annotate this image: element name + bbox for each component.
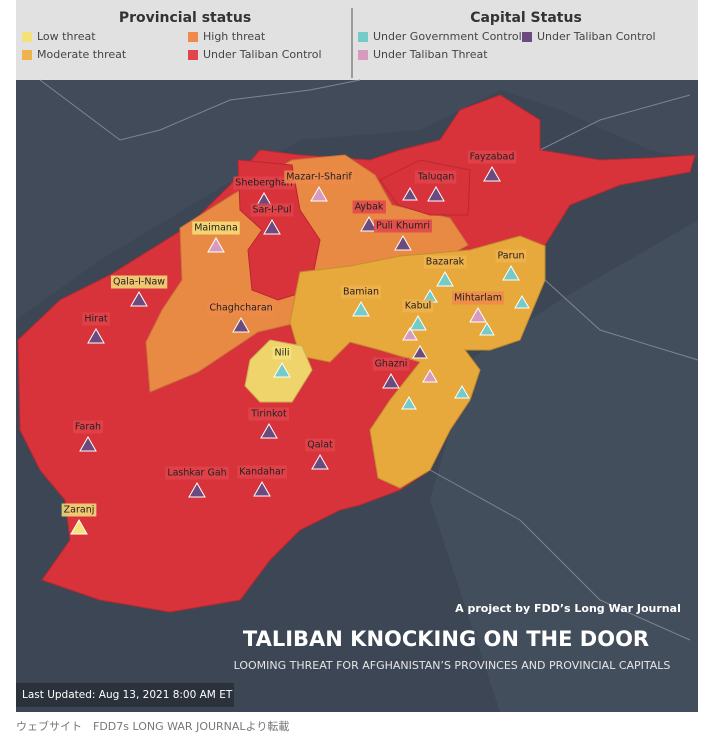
city-label: Tirinkot	[250, 409, 287, 420]
city-label-box	[467, 150, 517, 164]
city-label-box	[305, 438, 336, 452]
capital-marker	[310, 185, 328, 202]
capital-marker	[394, 234, 412, 251]
legend-label: Under Taliban Control	[203, 48, 322, 61]
city-label-box	[495, 249, 527, 263]
last-updated: Last Updated: Aug 13, 2021 8:00 AM ET	[22, 689, 233, 701]
capital-marker	[409, 314, 427, 331]
capital-marker	[382, 372, 400, 389]
map-subtitle: LOOMING THREAT FOR AFGHANISTAN’S PROVINC…	[234, 659, 671, 672]
capital-marker	[87, 327, 105, 344]
city-label-box	[72, 420, 104, 434]
city-label: Puli Khumri	[376, 221, 430, 232]
city-label: Sar-I-Pul	[252, 205, 291, 216]
capital-marker	[273, 361, 291, 378]
legend-label: Moderate threat	[37, 48, 127, 61]
city-label-box	[451, 291, 505, 305]
capital-marker	[360, 215, 378, 232]
legend-title: Provincial status	[119, 10, 251, 26]
legend-label: High threat	[203, 30, 266, 43]
legend-title: Capital Status	[470, 10, 582, 26]
city-label-box	[340, 285, 382, 299]
city-label: Nili	[274, 348, 289, 359]
legend-label: Low threat	[37, 30, 96, 43]
city-label: Taluqan	[417, 172, 455, 183]
legend-swatch	[22, 50, 32, 60]
legend-label: Under Government Control	[373, 30, 522, 43]
capital-marker	[260, 422, 278, 439]
city-label: Qalat	[307, 440, 333, 451]
capital-marker	[130, 290, 148, 307]
city-label-box	[423, 255, 467, 269]
city-label-box	[61, 503, 97, 517]
capital-marker	[483, 165, 501, 182]
capital-marker	[207, 236, 225, 253]
city-label-box	[233, 176, 295, 190]
legend-swatch	[358, 32, 368, 42]
legend-swatch	[22, 32, 32, 42]
city-label: Zaranj	[64, 505, 95, 516]
city-label-box	[250, 203, 294, 217]
credit: A project by FDD’s Long War Journal	[455, 602, 681, 615]
legend-swatch	[522, 32, 532, 42]
legend-label: Under Taliban Threat	[373, 48, 488, 61]
city-label-box	[192, 221, 240, 235]
city-label-box	[272, 346, 292, 360]
city-label: Farah	[75, 422, 101, 433]
capital-marker	[253, 480, 271, 497]
city-label: Bamian	[343, 287, 379, 298]
city-label: Mazar-I-Sharif	[286, 172, 352, 183]
capital-marker	[436, 270, 454, 287]
city-label: Chaghcharan	[209, 303, 272, 314]
city-label-box	[372, 357, 410, 371]
map-title: TALIBAN KNOCKING ON THE DOOR	[243, 627, 649, 651]
capital-marker	[502, 264, 520, 281]
city-label-box	[237, 465, 287, 479]
city-label: Fayzabad	[470, 152, 515, 163]
city-label: Aybak	[355, 202, 384, 213]
extra-capitals	[401, 187, 530, 410]
city-label: Ghazni	[375, 359, 408, 370]
city-label-box	[284, 170, 355, 184]
borders	[39, 79, 699, 641]
capital-marker	[188, 481, 206, 498]
city-label: Parun	[497, 251, 524, 262]
city-label: Sheberghan	[235, 178, 292, 189]
city-label: Hirat	[84, 314, 108, 325]
province-red-north	[237, 159, 321, 301]
capital-marker	[352, 300, 370, 317]
city-label: Kabul	[405, 301, 432, 312]
capital-marker	[232, 316, 250, 333]
capital-marker	[70, 518, 88, 535]
city-label: Bazarak	[426, 257, 465, 268]
legend-label: Under Taliban Control	[537, 30, 656, 43]
legend-swatch	[188, 50, 198, 60]
legend-swatch	[358, 50, 368, 60]
city-label-box	[402, 299, 434, 313]
updated-box	[16, 683, 234, 707]
capital-marker	[469, 306, 487, 323]
city-label: Mihtarlam	[454, 293, 502, 304]
city-label: Kandahar	[239, 467, 285, 478]
city-label-box	[414, 170, 457, 184]
legend-swatch	[188, 32, 198, 42]
city-label-box	[82, 312, 110, 326]
capital-marker	[263, 218, 281, 235]
legend-panel	[16, 0, 698, 80]
city-label: Lashkar Gah	[167, 468, 226, 479]
city-label-box	[207, 301, 275, 315]
city-label-box	[248, 407, 289, 421]
capital-marker	[311, 453, 329, 470]
city-label: Maimana	[194, 223, 238, 234]
caption: ウェブサイト FDD7s LONG WAR JOURNALより転載	[16, 719, 289, 733]
capital-marker	[427, 185, 445, 202]
city-label: Qala-I-Naw	[113, 277, 165, 288]
capital-marker	[79, 435, 97, 452]
city-label-box	[110, 275, 168, 289]
city-label-box	[374, 219, 432, 233]
city-label-box	[352, 200, 386, 214]
city-label-box	[165, 466, 229, 480]
